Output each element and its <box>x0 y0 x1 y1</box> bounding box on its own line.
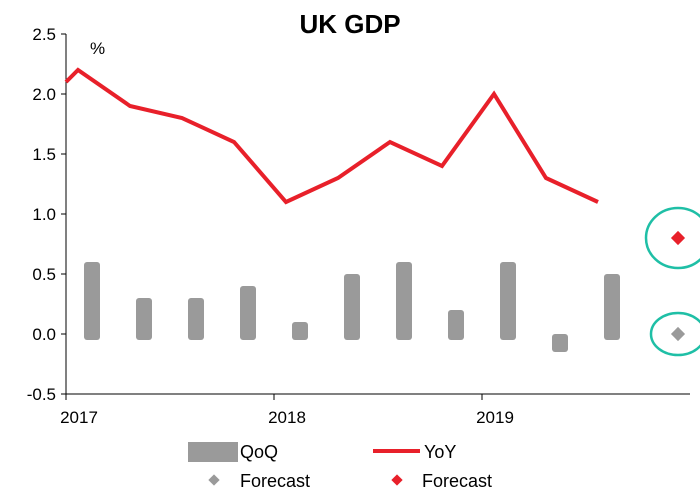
legend-forecast-grey-label: Forecast <box>240 471 310 491</box>
y-tick-label: 1.5 <box>32 145 56 164</box>
legend-forecast-red-label: Forecast <box>422 471 492 491</box>
x-tick-label: 2017 <box>60 408 98 427</box>
qoq-bar <box>344 274 360 340</box>
yoy-forecast-marker <box>670 230 686 246</box>
yoy-forecast-highlight <box>644 206 700 270</box>
qoq-bar <box>188 298 204 340</box>
yoy-line-group <box>64 67 599 205</box>
qoq-bar <box>604 274 620 340</box>
forecast-markers <box>644 206 700 357</box>
y-tick-label: 2.0 <box>32 85 56 104</box>
legend-qoq-swatch <box>188 442 238 462</box>
y-unit-label: % <box>90 39 105 58</box>
legend-yoy-label: YoY <box>424 442 456 462</box>
yoy-line <box>64 67 599 205</box>
chart-title: UK GDP <box>299 9 400 39</box>
legend-forecast-grey-marker <box>208 474 220 486</box>
qoq-bar <box>552 334 568 352</box>
qoq-bar <box>136 298 152 340</box>
qoq-bar <box>500 262 516 340</box>
y-tick-label: 2.5 <box>32 25 56 44</box>
legend: QoQ YoY Forecast Forecast <box>188 442 492 491</box>
y-tick-label: 1.0 <box>32 205 56 224</box>
qoq-forecast-highlight <box>649 311 700 357</box>
x-tick-label: 2018 <box>268 408 306 427</box>
qoq-bar <box>396 262 412 340</box>
x-tick-label: 2019 <box>476 408 514 427</box>
qoq-forecast-marker <box>670 326 686 342</box>
legend-forecast-red-marker <box>391 474 403 486</box>
qoq-bar <box>448 310 464 340</box>
qoq-bar <box>240 286 256 340</box>
y-tick-label: 0.5 <box>32 265 56 284</box>
y-tick-label: 0.0 <box>32 325 56 344</box>
qoq-bar <box>292 322 308 340</box>
qoq-bars <box>84 262 620 352</box>
qoq-bar <box>84 262 100 340</box>
legend-qoq-label: QoQ <box>240 442 278 462</box>
y-tick-label: -0.5 <box>27 385 56 404</box>
